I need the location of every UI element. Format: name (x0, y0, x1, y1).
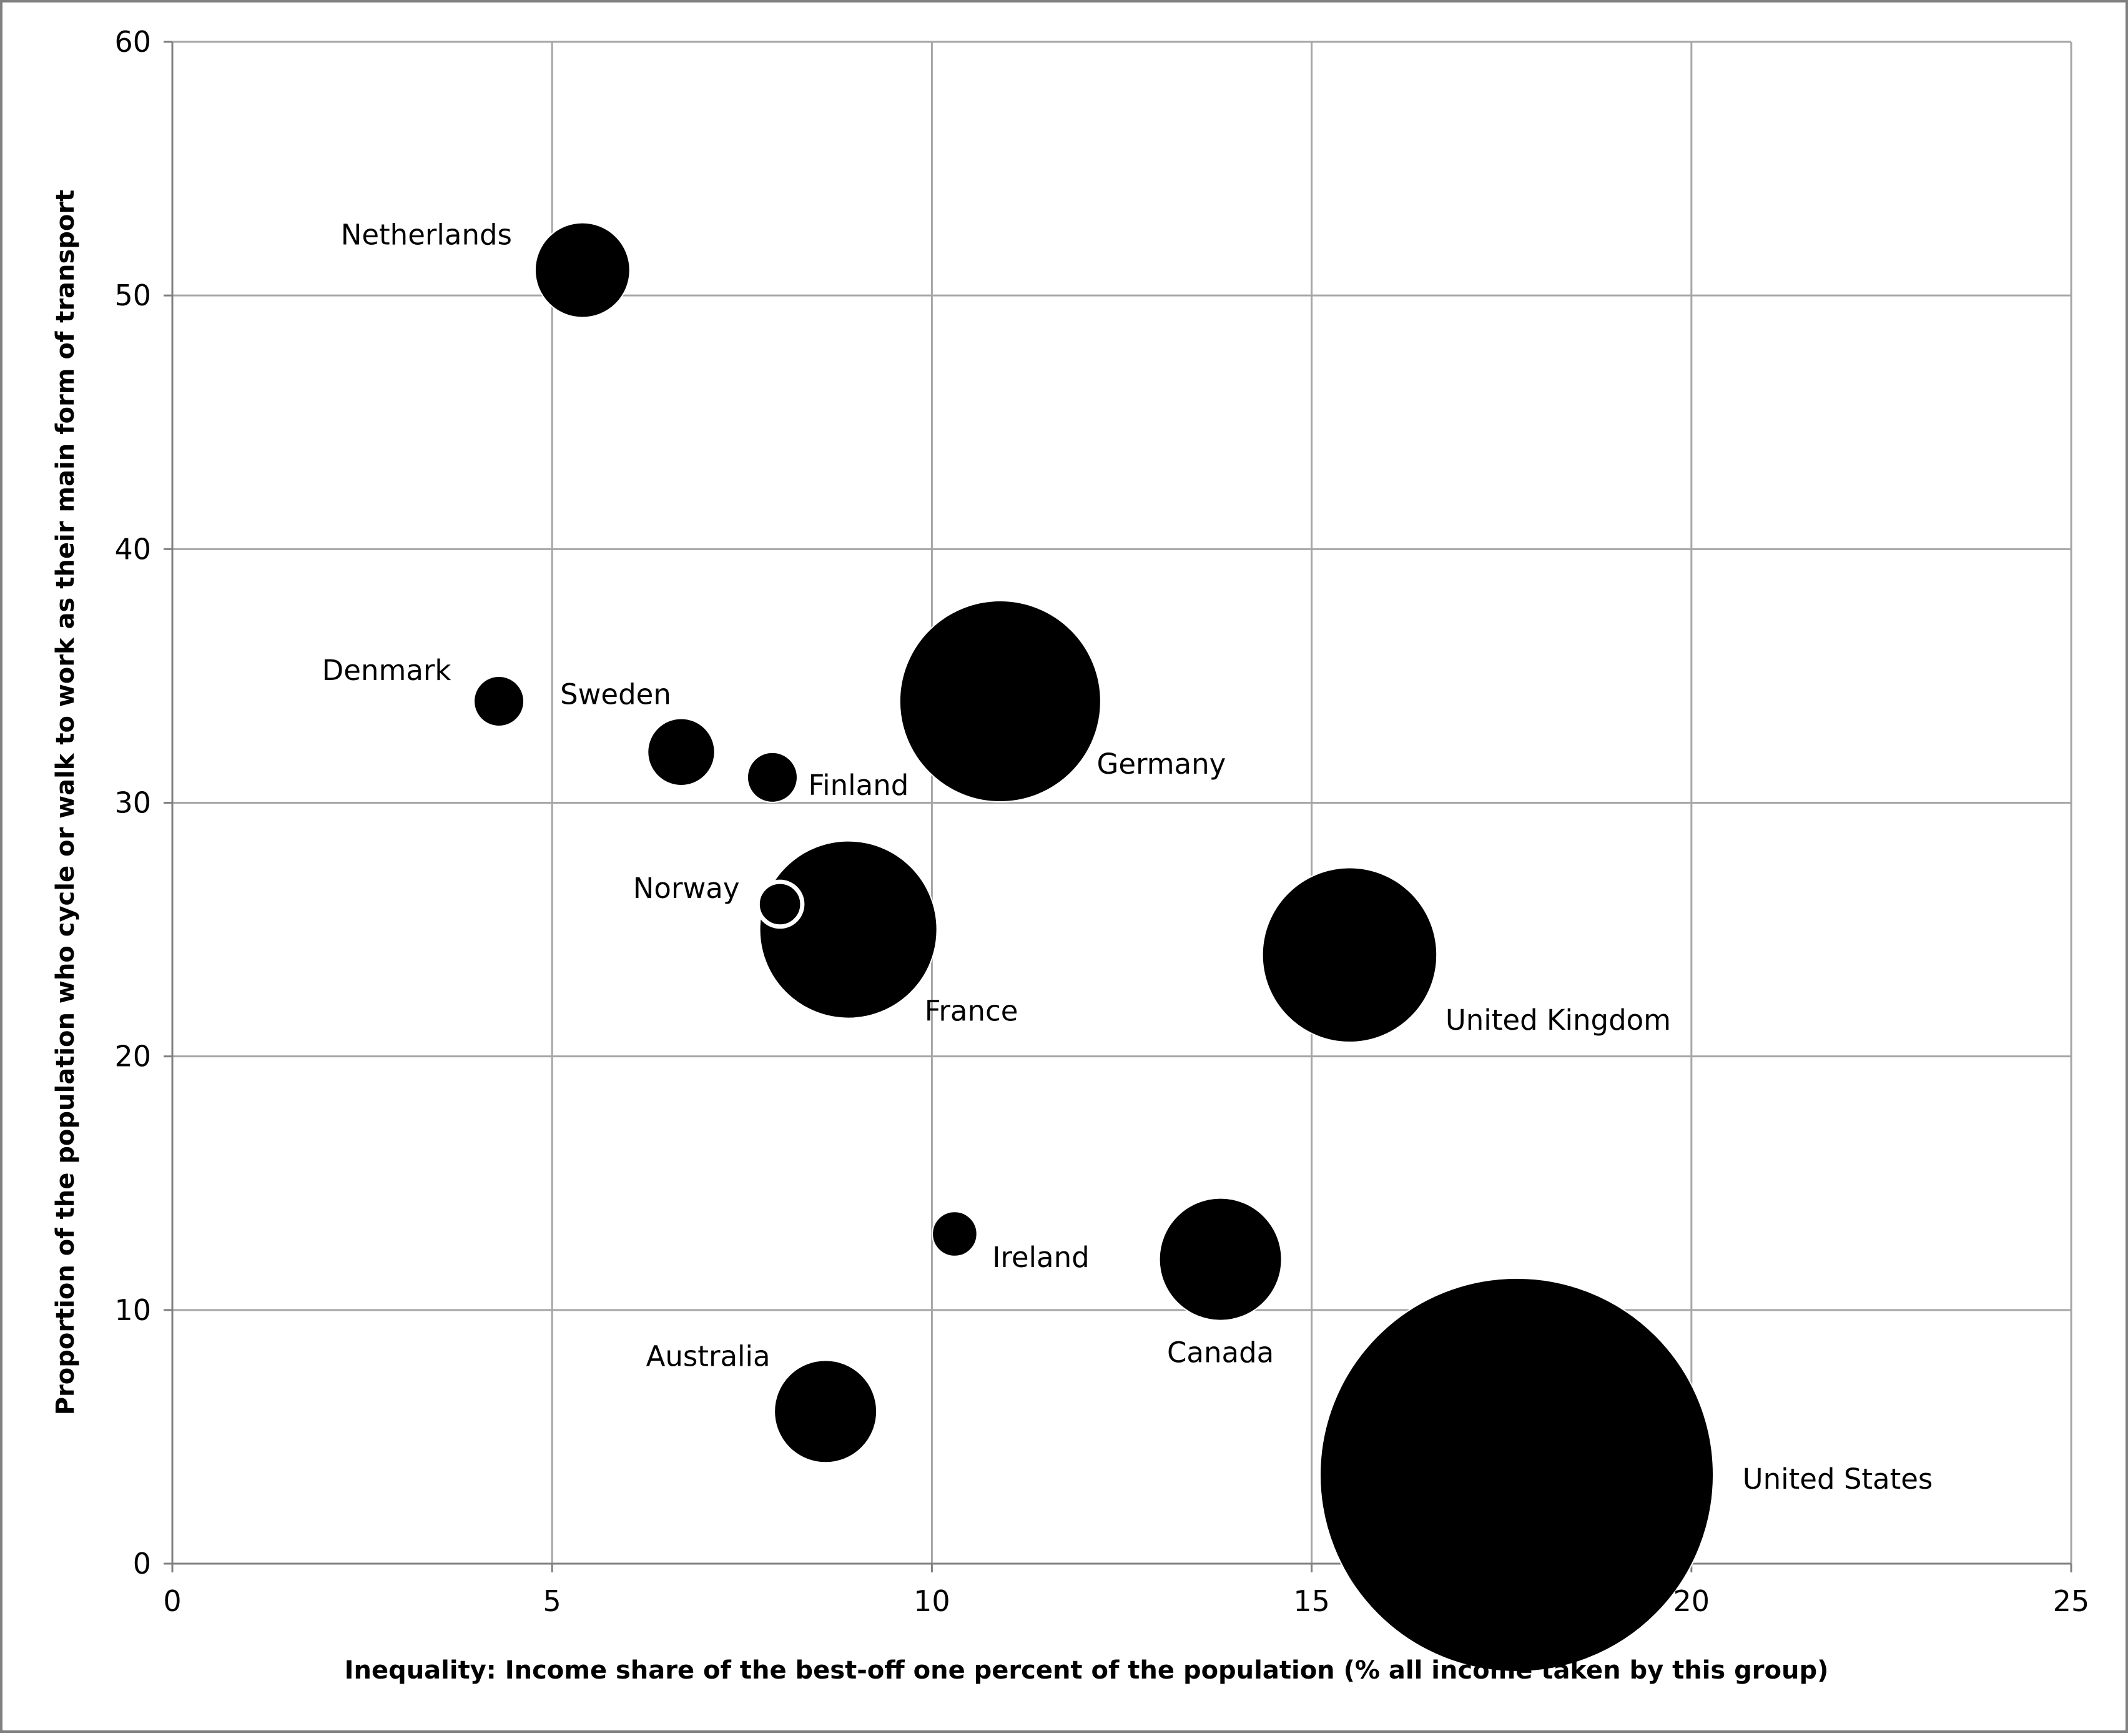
bubble-norway (755, 879, 805, 929)
data-label-france: France (925, 995, 1018, 1028)
data-label-united-states: United States (1743, 1462, 1933, 1496)
y-tick-label: 40 (114, 532, 151, 566)
x-tick-label: 5 (543, 1584, 561, 1618)
y-axis-title: Proportion of the population who cycle o… (51, 190, 80, 1416)
bubble-ireland (932, 1211, 978, 1257)
data-label-united-kingdom: United Kingdom (1446, 1004, 1671, 1037)
y-tick-label: 30 (114, 786, 151, 820)
data-label-finland: Finland (809, 769, 909, 802)
y-tick-label: 50 (114, 279, 151, 312)
data-label-ireland: Ireland (992, 1241, 1090, 1274)
x-tick-label: 0 (163, 1584, 181, 1618)
bubble-denmark (473, 676, 525, 727)
x-tick-label: 20 (1673, 1584, 1710, 1618)
x-tick-label: 10 (914, 1584, 950, 1618)
x-tick-label: 25 (2053, 1584, 2090, 1618)
y-tick-label: 0 (133, 1547, 151, 1581)
x-tick-label: 15 (1293, 1584, 1330, 1618)
data-label-netherlands: Netherlands (341, 219, 512, 252)
data-label-denmark: Denmark (322, 654, 451, 687)
data-label-australia: Australia (646, 1339, 771, 1373)
y-tick-label: 20 (114, 1040, 151, 1073)
y-tick-label: 60 (114, 25, 151, 59)
y-tick-label: 10 (114, 1293, 151, 1327)
bubble-australia (774, 1359, 878, 1464)
bubble-france (759, 840, 938, 1019)
bubble-germany (899, 600, 1101, 803)
data-label-norway: Norway (633, 872, 740, 905)
bubble-canada (1158, 1197, 1283, 1321)
data-label-canada: Canada (1167, 1336, 1274, 1369)
bubble-united-kingdom (1261, 867, 1438, 1043)
bubble-sweden (647, 718, 716, 786)
bubble-finland (746, 751, 798, 803)
bubble-united-states (1319, 1277, 1715, 1672)
data-label-germany: Germany (1096, 747, 1226, 781)
bubble-netherlands (534, 222, 631, 318)
x-axis-title: Inequality: Income share of the best-off… (345, 1656, 1829, 1685)
data-label-sweden: Sweden (560, 678, 671, 711)
